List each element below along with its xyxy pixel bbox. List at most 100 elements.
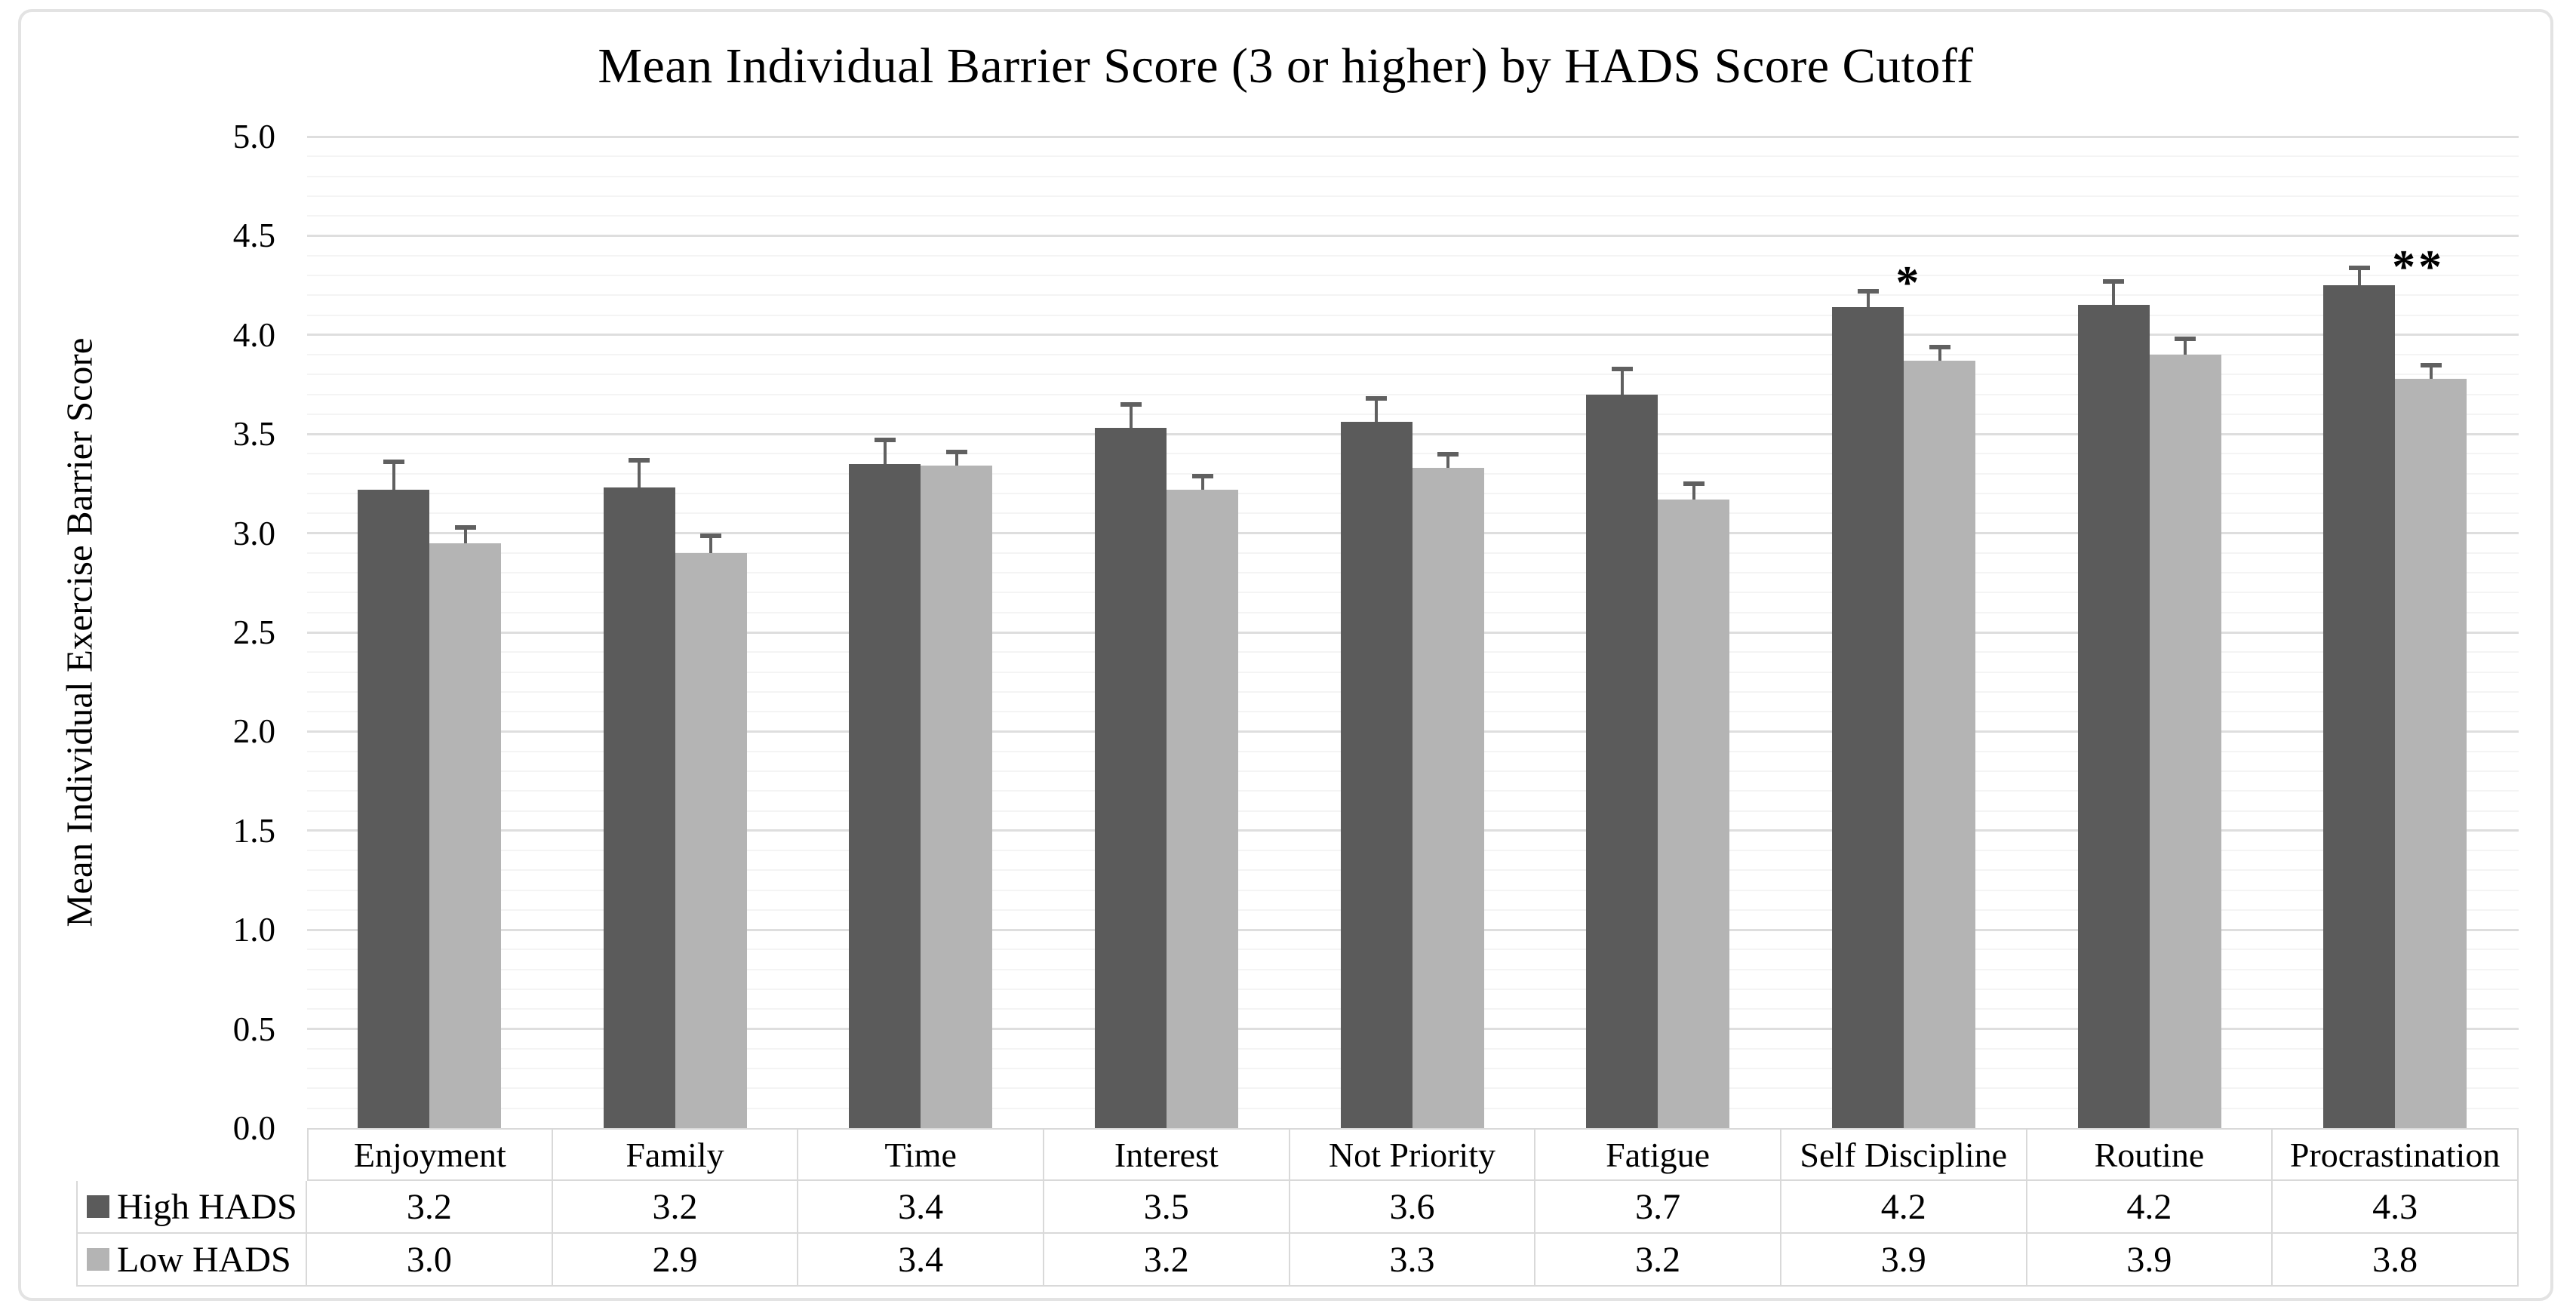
error-bar-cap: [454, 525, 476, 530]
error-bar-cap: [700, 533, 722, 538]
table-value-cell: 4.3: [2273, 1181, 2519, 1234]
gridline-major: [307, 234, 2519, 237]
bar-high-hads: [1586, 394, 1658, 1128]
error-bar-whisker: [1938, 344, 1941, 361]
y-tick-label: 2.0: [232, 712, 275, 751]
table-header-cell: Interest: [1044, 1128, 1290, 1181]
significance-marker: **: [2392, 241, 2445, 293]
gridline-minor: [307, 393, 2519, 395]
bar-low-hads: [1412, 467, 1484, 1128]
error-bar-whisker: [1692, 481, 1695, 500]
error-bar-whisker: [2429, 362, 2433, 379]
legend-label: Low HADS: [117, 1239, 291, 1280]
legend-swatch: [87, 1195, 109, 1218]
table-value-cell: 3.4: [798, 1234, 1044, 1287]
bar-high-hads: [2323, 285, 2396, 1128]
y-tick-label: 3.5: [232, 415, 275, 454]
chart-title: Mean Individual Barrier Score (3 or high…: [598, 38, 1974, 94]
gridline-minor: [307, 155, 2519, 158]
legend-label: High HADS: [117, 1186, 297, 1227]
table-header-cell: Not Priority: [1290, 1128, 1536, 1181]
error-bar-cap: [874, 438, 896, 443]
table-header-cell: Family: [552, 1128, 799, 1181]
error-bar-whisker: [2357, 265, 2361, 286]
y-tick-label: 4.5: [232, 217, 275, 255]
error-bar-cap: [2420, 362, 2442, 367]
bar-group-self-discipline: [1781, 137, 2027, 1128]
bar-high-hads: [1095, 428, 1167, 1128]
bar-low-hads: [1904, 360, 1975, 1128]
error-bar-whisker: [954, 450, 958, 466]
error-bar-cap: [1366, 396, 1388, 401]
y-tick-label: 2.5: [232, 613, 275, 651]
data-table: Enjoyment Family Time Interest Not Priority F…: [76, 1128, 2519, 1287]
error-bar-whisker: [463, 525, 467, 543]
table-value-cell: 4.2: [2027, 1181, 2273, 1234]
bar-group-interest: [1044, 137, 1290, 1128]
table-value-cell: 3.6: [1290, 1181, 1536, 1234]
y-tick-label: 4.0: [232, 315, 275, 354]
error-bar-cap: [383, 460, 404, 465]
error-bar-cap: [945, 450, 967, 455]
legend-swatch: [87, 1248, 109, 1271]
y-tick-label: 5.0: [232, 118, 275, 155]
bar-low-hads: [2395, 378, 2467, 1128]
error-bar-whisker: [1129, 402, 1133, 429]
bar-high-hads: [358, 489, 429, 1128]
error-bar-whisker: [1200, 473, 1204, 490]
error-bar-cap: [2103, 279, 2125, 284]
legend-cell-high-hads: High HADS: [76, 1181, 307, 1234]
gridline-minor: [307, 195, 2519, 197]
bar-group-enjoyment: [307, 137, 553, 1128]
table-header-cell: Procrastination: [2273, 1128, 2519, 1181]
table-value-cell: 3.2: [1535, 1234, 1781, 1287]
error-bar-whisker: [1375, 396, 1379, 423]
error-bar-cap: [1857, 289, 1879, 294]
table-value-cell: 3.0: [307, 1234, 553, 1287]
y-tick-label: 1.0: [232, 911, 275, 949]
table-header-cell: Self Discipline: [1781, 1128, 2027, 1181]
error-bar-cap: [2175, 337, 2196, 342]
gridline-minor: [307, 274, 2519, 276]
bar-low-hads: [675, 552, 747, 1128]
table-value-cell: 3.8: [2273, 1234, 2519, 1287]
table-header-cell: Fatigue: [1535, 1128, 1781, 1181]
bar-group-time: [798, 137, 1044, 1128]
error-bar-whisker: [709, 533, 713, 553]
gridline-major: [307, 432, 2519, 435]
bar-group-procrastination: [2273, 137, 2519, 1128]
gridline-minor: [307, 314, 2519, 316]
bar-group-family: [553, 137, 799, 1128]
bar-low-hads: [921, 466, 993, 1128]
table-header-cell: Routine: [2027, 1128, 2273, 1181]
error-bar-whisker: [1620, 366, 1624, 395]
error-bar-whisker: [392, 460, 395, 490]
y-tick-label: 3.0: [232, 514, 275, 552]
gridline-minor: [307, 453, 2519, 455]
table-value-cell: 2.9: [552, 1234, 799, 1287]
bar-group-routine: [2027, 137, 2273, 1128]
gridline-minor: [307, 294, 2519, 297]
bar-low-hads: [429, 543, 501, 1128]
error-bar-whisker: [2112, 279, 2116, 306]
legend-cell-low-hads: Low HADS: [76, 1234, 307, 1287]
table-value-cell: 3.3: [1290, 1234, 1536, 1287]
gridline-minor: [307, 354, 2519, 356]
table-value-cell: 3.2: [552, 1181, 799, 1234]
table-value-cell: 3.2: [1044, 1234, 1290, 1287]
table-value-cell: 3.9: [1781, 1234, 2027, 1287]
table-value-cell: 3.9: [2027, 1234, 2273, 1287]
error-bar-cap: [629, 457, 650, 463]
y-tick-label: 0.5: [232, 1010, 275, 1048]
table-value-cell: 3.7: [1535, 1181, 1781, 1234]
table-header-cell: Time: [798, 1128, 1044, 1181]
bar-low-hads: [1658, 499, 1730, 1128]
error-bar-cap: [1191, 473, 1213, 478]
error-bar-whisker: [1866, 289, 1870, 308]
y-tick-label: 1.5: [232, 811, 275, 850]
gridline-minor: [307, 215, 2519, 217]
error-bar-whisker: [638, 457, 641, 488]
bar-high-hads: [849, 463, 921, 1128]
significance-marker: *: [1895, 257, 1923, 309]
bar-group-fatigue: [1535, 137, 1781, 1128]
